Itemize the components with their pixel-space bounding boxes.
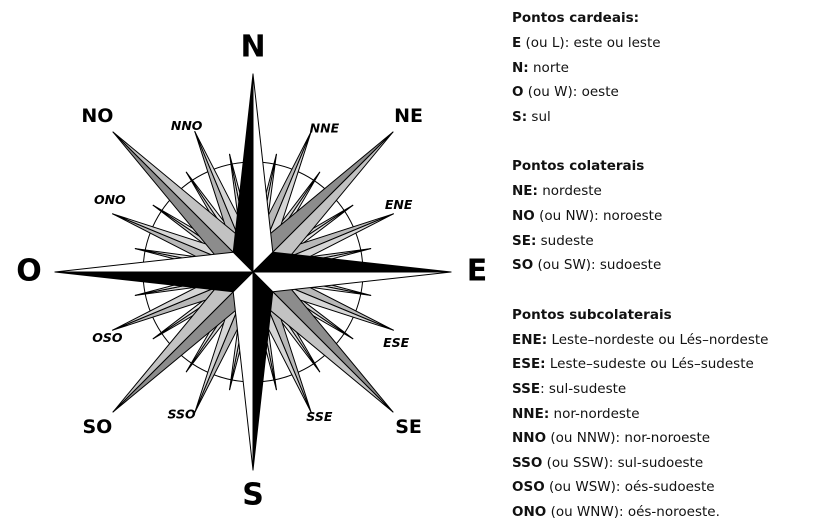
compass-label: ONO xyxy=(94,192,126,207)
item-text: nor-nordeste xyxy=(554,406,640,422)
item-term: NE: xyxy=(512,183,538,199)
section-title: Pontos colaterais xyxy=(512,154,832,179)
compass-label: ENE xyxy=(385,197,413,212)
item-text: Leste–sudeste ou Lés–sudeste xyxy=(550,356,754,372)
item-term: NNE: xyxy=(512,406,549,422)
compass-label: SE xyxy=(395,416,422,438)
legend-item: O (ou W): oeste xyxy=(512,80,832,105)
item-term: ENE: xyxy=(512,332,547,348)
legend-item: NO (ou NW): noroeste xyxy=(512,204,832,229)
item-text: (ou W): oeste xyxy=(528,84,619,100)
compass-label: ESE xyxy=(383,335,410,350)
item-term: O xyxy=(512,84,523,100)
item-text: (ou SW): sudoeste xyxy=(538,257,662,273)
legend-item: N: norte xyxy=(512,56,832,81)
item-text: (ou WSW): oés-sudoeste xyxy=(549,479,715,495)
item-term: NO xyxy=(512,208,535,224)
compass-label: NNO xyxy=(171,118,203,133)
item-term: SSE xyxy=(512,381,540,397)
compass-label: NNE xyxy=(310,120,340,135)
item-term: E xyxy=(512,35,521,51)
item-text: (ou NW): noroeste xyxy=(539,208,662,224)
compass-label: NE xyxy=(394,105,423,127)
item-term: S: xyxy=(512,109,527,125)
legend-item: NNE: nor-nordeste xyxy=(512,402,832,427)
item-text: norte xyxy=(533,60,569,76)
item-term: ONO xyxy=(512,504,546,520)
legend-item: NNO (ou NNW): nor-noroeste xyxy=(512,426,832,451)
legend-item: SSE: sul-sudeste xyxy=(512,377,832,402)
legend-item: SSO (ou SSW): sul-sudoeste xyxy=(512,451,832,476)
item-term: N: xyxy=(512,60,529,76)
item-term: SSO xyxy=(512,455,542,471)
legend-item: ONO (ou WNW): oés-noroeste. xyxy=(512,500,832,525)
item-term: NNO xyxy=(512,430,546,446)
legend-item: ENE: Leste–nordeste ou Lés–nordeste xyxy=(512,328,832,353)
compass-label: SSE xyxy=(306,409,333,424)
item-term: OSO xyxy=(512,479,545,495)
compass-label: OSO xyxy=(92,330,123,345)
legend-item: ESE: Leste–sudeste ou Lés–sudeste xyxy=(512,352,832,377)
item-text: Leste–nordeste ou Lés–nordeste xyxy=(551,332,768,348)
compass-label: SSO xyxy=(168,407,197,422)
legend-item: SE: sudeste xyxy=(512,229,832,254)
item-term: SO xyxy=(512,257,533,273)
page: NESONESESONONNEENEESESSESSOOSOONONNO Pon… xyxy=(0,0,837,526)
legend-item: OSO (ou WSW): oés-sudoeste xyxy=(512,475,832,500)
compass-label: SO xyxy=(83,416,113,438)
legend-item: NE: nordeste xyxy=(512,179,832,204)
item-text: : sul-sudeste xyxy=(540,381,626,397)
legend-item: S: sul xyxy=(512,105,832,130)
legend-item: E (ou L): este ou leste xyxy=(512,31,832,56)
section-title: Pontos cardeais: xyxy=(512,6,832,31)
item-text: (ou NNW): nor-noroeste xyxy=(550,430,710,446)
compass-label: O xyxy=(16,254,42,289)
compass-label: E xyxy=(467,254,488,289)
item-text: (ou WNW): oés-noroeste. xyxy=(551,504,720,520)
legend-item: SO (ou SW): sudoeste xyxy=(512,253,832,278)
item-text: sul xyxy=(531,109,550,125)
compass-label: S xyxy=(242,478,264,513)
item-text: nordeste xyxy=(542,183,602,199)
compass-label: N xyxy=(240,30,265,65)
compass-label: NO xyxy=(81,105,113,127)
item-text: (ou L): este ou leste xyxy=(526,35,661,51)
section-title: Pontos subcolaterais xyxy=(512,303,832,328)
item-term: ESE: xyxy=(512,356,546,372)
item-text: (ou SSW): sul-sudoeste xyxy=(547,455,704,471)
item-text: sudeste xyxy=(541,233,594,249)
item-term: SE: xyxy=(512,233,536,249)
